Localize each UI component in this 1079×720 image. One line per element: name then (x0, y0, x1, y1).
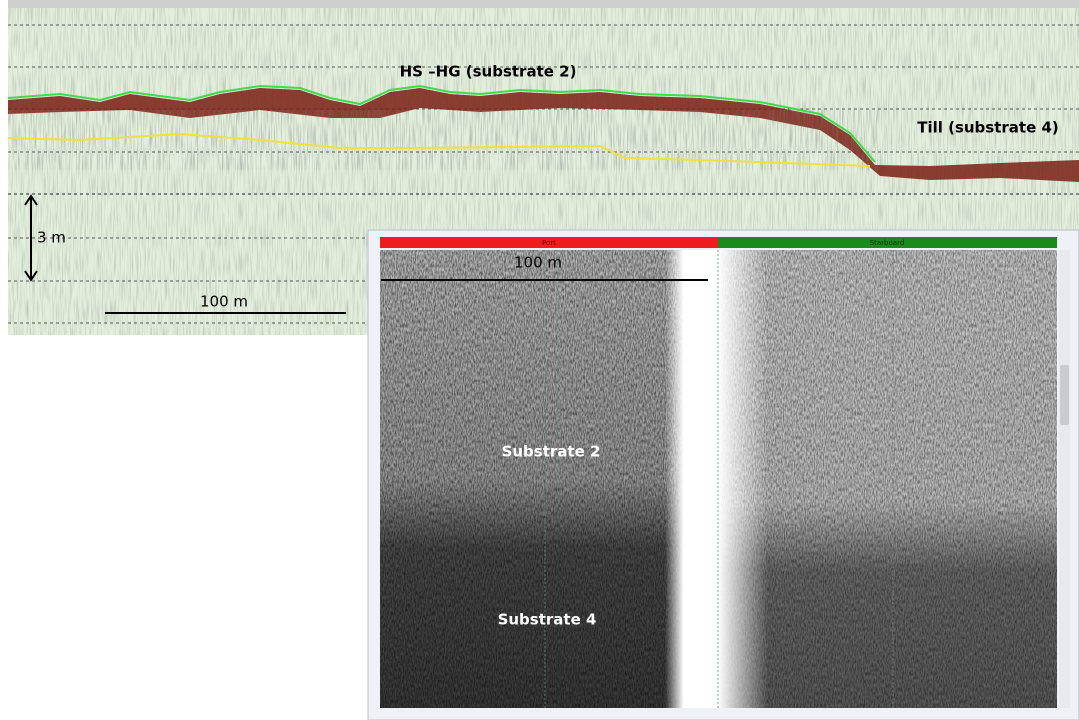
sonar-window: Port Starboard 100 m Substrate 2 Substra… (368, 230, 1079, 720)
port-label: Port (542, 239, 556, 247)
port-nadir (665, 250, 718, 708)
upper-substrate-label: Substrate 2 (502, 443, 601, 461)
page: HS –HG (substrate 2) Till (substrate 4) … (0, 0, 1079, 720)
starboard-texture (718, 250, 1057, 708)
figure: HS –HG (substrate 2) Till (substrate 4) … (0, 0, 1079, 720)
lower-substrate-label: Substrate 4 (498, 611, 597, 629)
distance-scale-label: 100 m (200, 293, 248, 311)
scrollbar-thumb (1060, 365, 1069, 425)
starboard-label: Starboard (870, 239, 905, 247)
profile-top-label: HS –HG (substrate 2) (400, 63, 577, 81)
sonar-scale-label: 100 m (514, 254, 562, 272)
starboard-nadir (718, 250, 768, 708)
profile-top-strip (8, 0, 1079, 8)
scrollbar (1059, 250, 1070, 708)
depth-scale-label: 3 m (37, 229, 66, 247)
profile-right-label: Till (substrate 4) (917, 119, 1059, 137)
